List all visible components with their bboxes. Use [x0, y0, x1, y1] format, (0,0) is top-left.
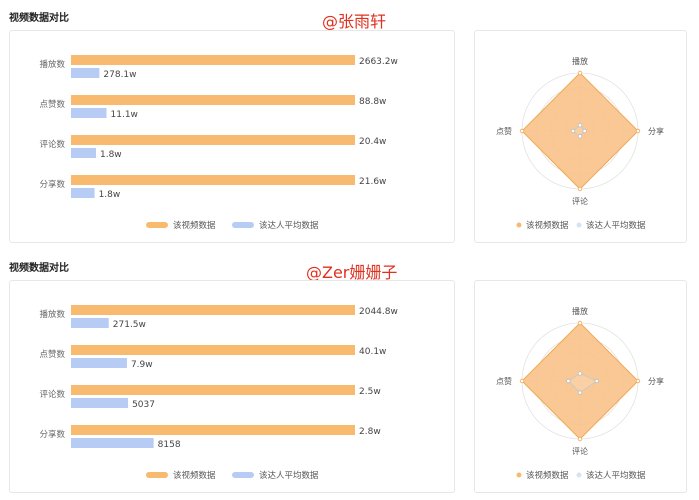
radar-point — [577, 134, 583, 139]
average-data-bar — [71, 318, 109, 328]
bar-value-label: 2.5w — [359, 387, 381, 397]
bar-value-label: 88.8w — [359, 97, 386, 107]
video-data-bar — [71, 385, 355, 395]
category-label: 播放数 — [39, 309, 65, 320]
average-data-bar — [71, 438, 154, 448]
radar-point — [635, 128, 641, 134]
average-data-bar — [71, 148, 96, 158]
radar-point — [635, 378, 641, 384]
radar-legend-label-average[interactable]: 该达人平均数据 — [586, 220, 646, 231]
section-title: 视频数据对比 — [9, 263, 69, 274]
radar-point — [582, 128, 587, 134]
bar-value-label: 40.1w — [359, 347, 386, 357]
bar-chart: 播放数 2663.2w 278.1w 点赞数 88.8w 11.1w 评论数 20.4w 1.8… — [39, 55, 398, 231]
radar-axis-label: 分享 — [648, 376, 664, 386]
radar-legend-dot-video — [516, 222, 522, 228]
bar-value-label: 278.1w — [103, 70, 136, 80]
video-data-bar — [71, 135, 355, 145]
radar-point — [577, 371, 583, 376]
legend-label-video[interactable]: 该视频数据 — [173, 220, 216, 231]
radar-chart-panel: 播放分享评论 点赞该视频数据 该达人平均数据 — [474, 30, 687, 243]
radar-point — [577, 390, 583, 395]
radar-legend-label-video[interactable]: 该视频数据 — [526, 470, 569, 481]
radar-point — [519, 378, 525, 384]
radar-axis-label: 播放 — [572, 306, 588, 316]
category-label: 播放数 — [39, 59, 65, 70]
radar-point — [577, 122, 583, 128]
bar-chart-panel: 播放数 2044.8w 271.5w 点赞数 40.1w 7.9w 评论数 2.5w 5037 分… — [9, 280, 455, 493]
creator-watermark: @Zer姗姗子 — [306, 263, 398, 282]
bar-value-label: 1.8w — [100, 150, 122, 160]
category-label: 评论数 — [39, 389, 65, 400]
creator-watermark: @张雨轩 — [322, 12, 387, 31]
bar-value-label: 21.6w — [359, 177, 386, 187]
radar-axis-label: 评论 — [572, 446, 588, 456]
radar-legend-dot-average — [576, 472, 582, 478]
video-data-bar — [71, 425, 355, 435]
bar-chart: 播放数 2044.8w 271.5w 点赞数 40.1w 7.9w 评论数 2.5w 5037 分… — [39, 305, 398, 481]
legend-swatch-video — [146, 222, 168, 228]
bar-value-label: 7.9w — [131, 360, 153, 370]
radar-legend-label-video[interactable]: 该视频数据 — [526, 220, 569, 231]
category-label: 点赞数 — [39, 99, 65, 110]
bar-value-label: 2.8w — [359, 427, 381, 437]
bar-value-label: 5037 — [132, 400, 155, 410]
average-data-bar — [71, 108, 107, 118]
legend-label-average[interactable]: 该达人平均数据 — [259, 470, 319, 481]
average-data-bar — [71, 188, 95, 198]
bar-value-label: 20.4w — [359, 137, 386, 147]
category-label: 分享数 — [39, 429, 65, 440]
radar-point — [566, 378, 571, 384]
video-data-bar — [71, 305, 355, 315]
average-data-bar — [71, 358, 127, 368]
radar-axis-label: 点赞 — [496, 376, 512, 386]
bar-value-label: 8158 — [158, 440, 181, 450]
video-data-bar — [71, 95, 355, 105]
category-label: 分享数 — [39, 179, 65, 190]
average-data-bar — [71, 398, 129, 408]
radar-point — [594, 378, 600, 384]
video-data-bar — [71, 345, 355, 355]
radar-chart-panel: 播放分享评论 点赞该视频数据 该达人平均数据 — [474, 280, 687, 493]
legend-swatch-average — [232, 472, 254, 478]
category-label: 评论数 — [39, 139, 65, 150]
radar-point — [577, 186, 583, 192]
radar-legend-label-average[interactable]: 该达人平均数据 — [586, 470, 646, 481]
video-data-bar — [71, 55, 355, 65]
radar-point — [570, 128, 576, 134]
bar-value-label: 271.5w — [113, 320, 146, 330]
radar-axis-label: 分享 — [648, 126, 664, 136]
bar-value-label: 2663.2w — [359, 57, 398, 67]
radar-axis-label: 评论 — [572, 196, 588, 206]
bar-value-label: 2044.8w — [359, 307, 398, 317]
legend-swatch-video — [146, 472, 168, 478]
bar-chart-panel: 播放数 2663.2w 278.1w 点赞数 88.8w 11.1w 评论数 20.4w 1.8… — [9, 30, 455, 243]
radar-axis-label: 播放 — [572, 56, 588, 66]
radar-point — [519, 128, 525, 134]
section-title: 视频数据对比 — [9, 13, 69, 24]
average-data-bar — [71, 68, 100, 78]
legend-label-video[interactable]: 该视频数据 — [173, 470, 216, 481]
radar-legend-dot-video — [516, 472, 522, 478]
radar-point — [577, 436, 583, 442]
radar-legend-dot-average — [576, 222, 582, 228]
legend-label-average[interactable]: 该达人平均数据 — [259, 220, 319, 231]
bar-value-label: 11.1w — [111, 110, 138, 120]
comparison-section-1: 视频数据对比 @张雨轩 播放数 2663.2w 278.1w 点赞数 88.8w 11.1… — [9, 12, 687, 243]
bar-value-label: 1.8w — [99, 190, 121, 200]
video-data-bar — [71, 175, 355, 185]
radar-point — [577, 70, 583, 76]
legend-swatch-average — [232, 222, 254, 228]
radar-point — [577, 320, 583, 326]
comparison-section-2: 视频数据对比 @Zer姗姗子 播放数 2044.8w 271.5w 点赞数 40.1w 7… — [0, 250, 699, 500]
category-label: 点赞数 — [39, 349, 65, 360]
radar-axis-label: 点赞 — [496, 126, 512, 136]
